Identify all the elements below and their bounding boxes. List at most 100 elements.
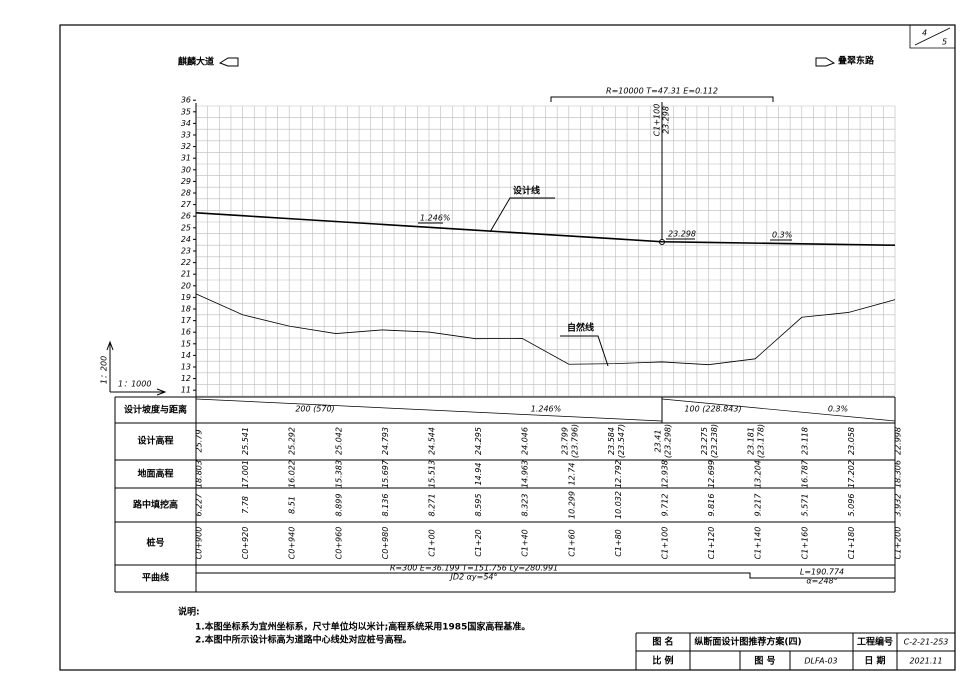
station: C1+100 bbox=[661, 527, 670, 560]
row-label: 设计高程 bbox=[137, 435, 173, 447]
elevation-tick-label: 20 bbox=[181, 281, 191, 290]
ground-elevation: 18.803 bbox=[195, 460, 204, 488]
sheet-page: 4 bbox=[922, 29, 927, 38]
curve-params: L=190.774 bbox=[800, 568, 844, 577]
ground-elevation: 15.697 bbox=[381, 459, 390, 488]
tb-label: 日 期 bbox=[864, 655, 885, 667]
elevation-tick-label: 32 bbox=[181, 142, 191, 151]
notes-title: 说明: bbox=[178, 606, 200, 618]
grid bbox=[195, 103, 896, 397]
sheet-total: 5 bbox=[942, 38, 947, 47]
elevation-tick-label: 22 bbox=[181, 258, 191, 267]
design-elevation: 23.799 bbox=[560, 427, 569, 455]
design-label: 设计线 bbox=[513, 185, 540, 197]
station: C1+160 bbox=[800, 527, 809, 560]
elevation-tick-label: 25 bbox=[181, 223, 191, 232]
design-elevation: 24.793 bbox=[381, 427, 390, 455]
curve-params: JD2 αy=54° bbox=[448, 573, 497, 582]
curve-params: α=248° bbox=[806, 577, 837, 586]
tb-label: 图 号 bbox=[754, 656, 775, 667]
cut-fill: 8.51 bbox=[288, 496, 297, 514]
ground-elevation: 13.204 bbox=[754, 460, 763, 488]
station: C1+140 bbox=[754, 527, 763, 560]
elevation-tick-label: 26 bbox=[181, 212, 191, 221]
row-label: 路中填挖高 bbox=[133, 499, 178, 511]
ground-elevation: 12.938 bbox=[661, 460, 670, 488]
station: C0+940 bbox=[288, 527, 297, 560]
title-block bbox=[635, 632, 955, 670]
elevation-tick-label: 31 bbox=[181, 154, 191, 163]
cut-fill: 8.899 bbox=[334, 494, 343, 517]
vpi-elevation: 23.298 bbox=[662, 106, 671, 134]
ground-leader bbox=[560, 335, 609, 367]
ground-elevation: 16.787 bbox=[800, 459, 809, 488]
h-scale-arrow bbox=[110, 388, 167, 396]
design-elevation: 22.998 bbox=[894, 427, 903, 455]
ground-elevation: 14.94 bbox=[474, 463, 483, 486]
design-elevation: (23.547) bbox=[617, 424, 626, 458]
cut-fill: 9.217 bbox=[754, 493, 763, 517]
grade-diagonal bbox=[195, 398, 663, 422]
design-elevation: 25.042 bbox=[334, 427, 343, 455]
station: C1+60 bbox=[567, 529, 576, 557]
cut-fill: 3.932 bbox=[894, 494, 903, 517]
ground-elevation: 12.792 bbox=[614, 460, 623, 488]
station: C1+200 bbox=[894, 527, 903, 560]
row-label: 平曲线 bbox=[142, 572, 169, 584]
ground-elevation: 15.383 bbox=[334, 460, 343, 488]
vpi-station: C1+100 bbox=[653, 104, 662, 137]
design-elevation: (23.298) bbox=[664, 424, 673, 458]
design-leader bbox=[489, 197, 555, 233]
cut-fill: 5.571 bbox=[800, 494, 809, 517]
station: C0+960 bbox=[334, 527, 343, 560]
vpi-label: 23.298 bbox=[668, 230, 696, 239]
tb-label: 图 名 bbox=[652, 636, 673, 648]
arrow-right bbox=[815, 57, 836, 67]
station: C1+40 bbox=[521, 529, 530, 557]
station: C1+20 bbox=[474, 529, 483, 557]
cut-fill: 9.712 bbox=[661, 494, 670, 517]
elevation-tick-label: 13 bbox=[181, 363, 191, 372]
tb-value: 2021.11 bbox=[909, 657, 942, 666]
elevation-tick-label: 16 bbox=[181, 328, 191, 337]
ground-line bbox=[195, 293, 896, 366]
station: C1+180 bbox=[847, 527, 856, 560]
horizontal-scale: 1：1000 bbox=[118, 380, 151, 389]
elevation-tick-label: 12 bbox=[181, 374, 191, 383]
design-elevation: 24.544 bbox=[428, 427, 437, 455]
end-road: 叠翠东路 bbox=[838, 55, 875, 67]
frame bbox=[59, 24, 956, 671]
design-elevation: 23.41 bbox=[654, 430, 663, 453]
vertical-curve: R=10000 T=47.31 E=0.112 bbox=[606, 87, 718, 96]
grade-length: 100 (228.843) bbox=[684, 405, 741, 414]
elevation-tick-label: 36 bbox=[181, 96, 191, 105]
elevation-tick-label: 35 bbox=[181, 107, 191, 116]
arrow-left bbox=[218, 57, 239, 67]
station: C0+900 bbox=[195, 527, 204, 560]
design-elevation: 23.584 bbox=[607, 427, 616, 455]
row-label: 设计坡度与距离 bbox=[124, 404, 187, 416]
ground-elevation: 15.513 bbox=[428, 460, 437, 488]
elevation-tick-label: 15 bbox=[181, 339, 191, 348]
elevation-tick-label: 24 bbox=[181, 235, 191, 244]
ground-elevation: 12.699 bbox=[707, 460, 716, 488]
grade-diagonal bbox=[661, 398, 896, 422]
grade-length: 200 (570) bbox=[295, 405, 334, 414]
ground-elevation: 12.74 bbox=[567, 463, 576, 486]
elevation-tick-label: 27 bbox=[181, 200, 192, 209]
v-scale-arrow bbox=[106, 340, 114, 392]
elevation-tick-label: 23 bbox=[181, 247, 191, 256]
design-elevation: (23.238) bbox=[710, 424, 719, 458]
elevation-tick-label: 28 bbox=[181, 189, 191, 198]
curve-bracket bbox=[550, 96, 774, 102]
elevation-tick-label: 17 bbox=[181, 316, 192, 325]
elevation-tick-label: 11 bbox=[181, 386, 191, 395]
design-elevation: (23.178) bbox=[757, 424, 766, 458]
station: C1+80 bbox=[614, 529, 623, 557]
ground-elevation: 17.001 bbox=[241, 460, 250, 488]
station: C0+920 bbox=[241, 527, 250, 560]
grade-slope: 0.3% bbox=[828, 405, 848, 414]
grade-2: 0.3% bbox=[772, 231, 792, 240]
elevation-tick-label: 14 bbox=[181, 351, 191, 360]
cut-fill: 7.78 bbox=[241, 496, 250, 514]
